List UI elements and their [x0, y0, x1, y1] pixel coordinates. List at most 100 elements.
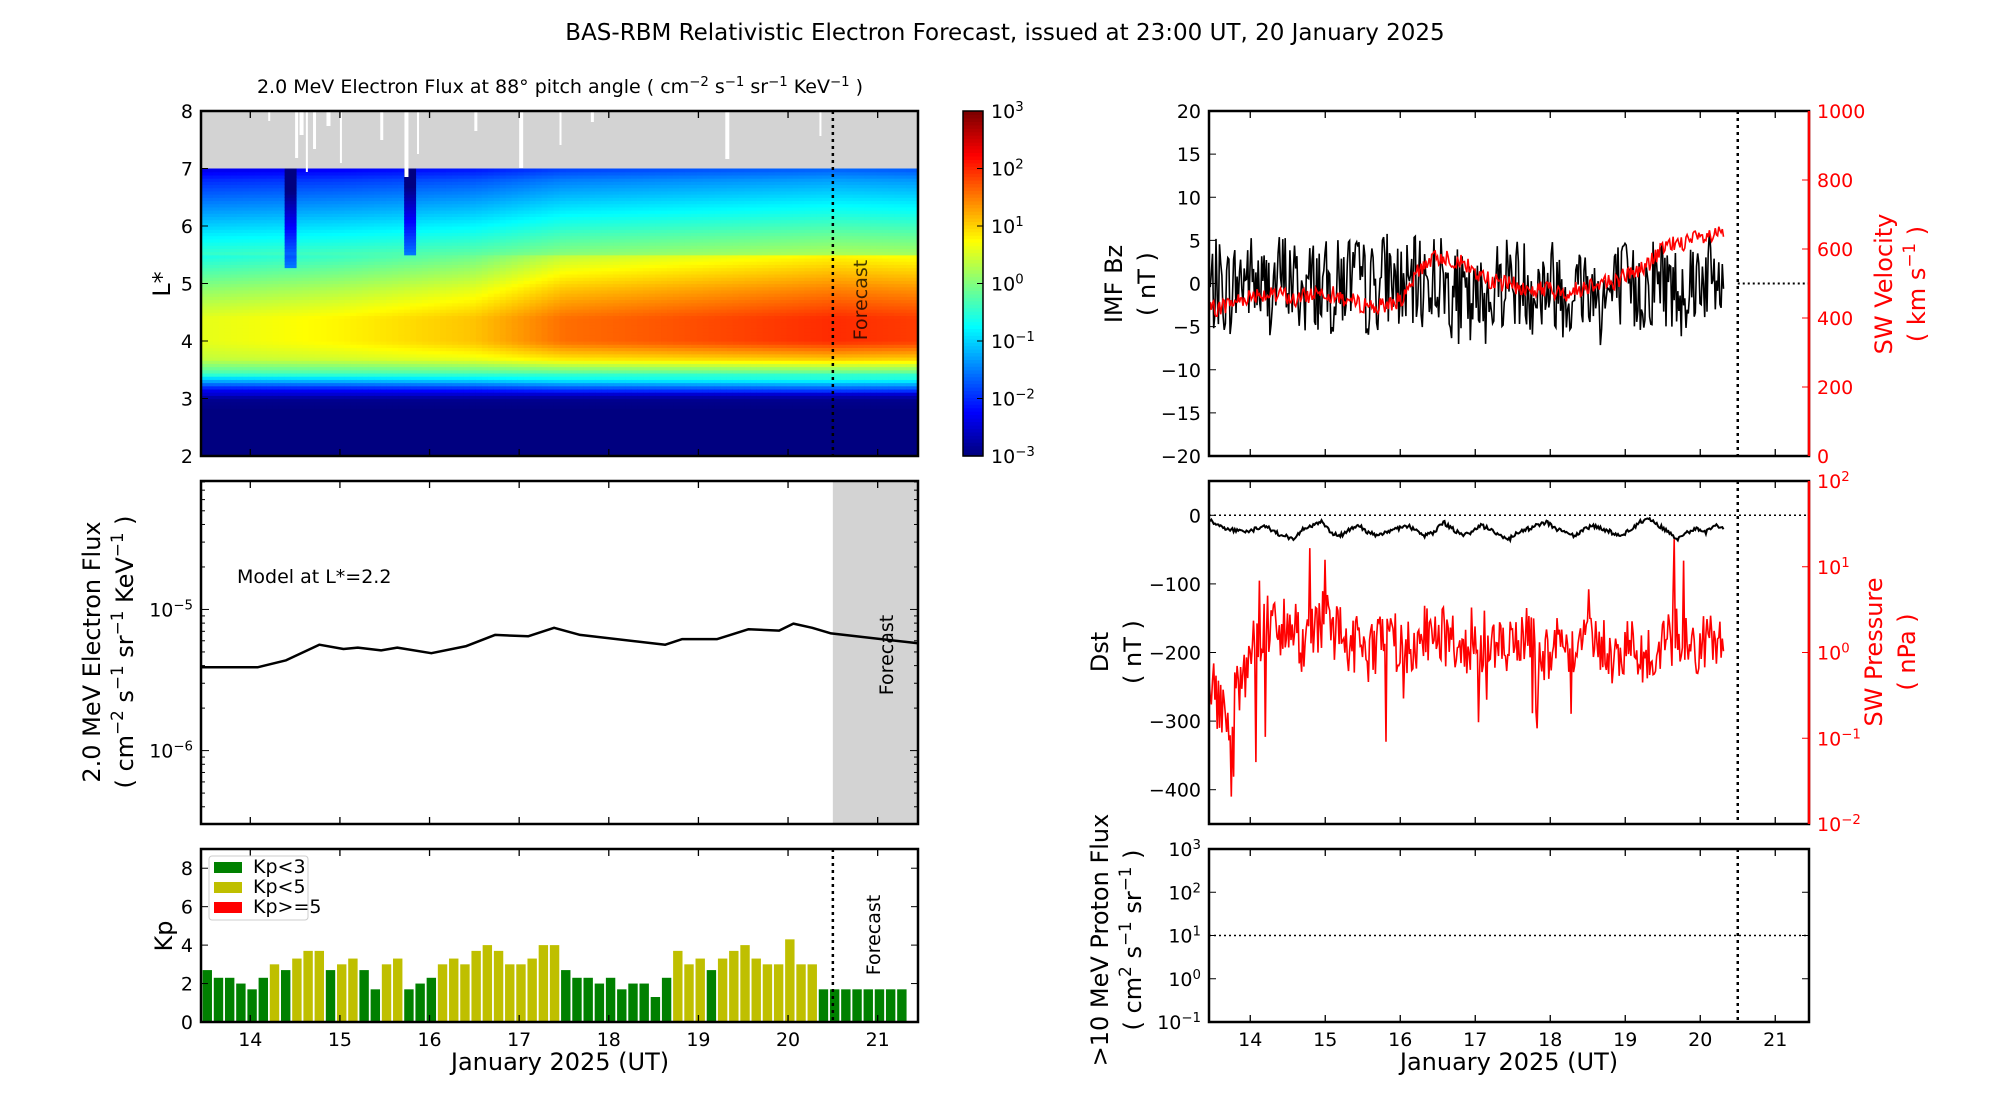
heatmap-cell: [242, 226, 250, 230]
heatmap-cell: [224, 261, 232, 265]
heatmap-cell: [392, 168, 399, 173]
heatmap-cell: [260, 337, 268, 342]
heatmap-cell: [230, 443, 238, 448]
heatmap-cell: [272, 197, 280, 202]
heatmap-cell: [440, 449, 447, 454]
heatmap-cell: [368, 293, 375, 297]
heatmap-cell: [362, 296, 369, 301]
heatmap-cell: [463, 178, 471, 182]
heatmap-cell: [374, 168, 381, 173]
heatmap-cell: [422, 270, 429, 275]
heatmap-cell: [434, 174, 441, 179]
heatmap-cell: [380, 344, 387, 348]
heatmap-cell: [469, 350, 477, 355]
heatmap-cell: [475, 197, 483, 202]
heatmap-cell: [374, 184, 381, 189]
heatmap-cell: [481, 341, 489, 345]
heatmap-cell: [326, 356, 334, 361]
heatmap-cell: [392, 430, 399, 435]
heatmap-cell: [362, 293, 369, 297]
heatmap-cell: [481, 187, 489, 192]
heatmap-cell: [445, 254, 453, 259]
heatmap-cell: [206, 382, 214, 387]
heatmap-cell: [302, 226, 310, 230]
heatmap-cell: [242, 353, 250, 358]
heatmap-cell: [529, 385, 537, 390]
heatmap-cell: [451, 299, 459, 304]
heatmap-cell: [392, 420, 399, 425]
heatmap-cell: [344, 430, 351, 435]
heatmap-cell: [368, 360, 375, 364]
heatmap-cell: [511, 452, 519, 457]
heatmap-cell: [410, 267, 417, 272]
heatmap-cell: [350, 197, 357, 202]
heatmap-cell: [248, 251, 256, 256]
heatmap-cell: [392, 251, 399, 256]
heatmap-cell: [218, 401, 226, 406]
heatmap-cell: [308, 360, 316, 364]
heatmap-cell: [451, 289, 459, 294]
heatmap-cell: [481, 312, 489, 317]
heatmap-cell: [398, 325, 405, 329]
heatmap-cell: [320, 309, 328, 313]
heatmap-cell: [457, 372, 465, 377]
heatmap-cell: [457, 203, 465, 208]
heatmap-cell: [266, 318, 274, 323]
heatmap-cell: [201, 388, 208, 393]
heatmap-cell: [201, 277, 208, 281]
heatmap-cell: [493, 293, 501, 297]
heatmap-cell: [469, 411, 477, 416]
heatmap-cell: [206, 395, 214, 400]
heatmap-cell: [463, 264, 471, 269]
heatmap-cell: [368, 427, 375, 432]
heatmap-cell: [404, 222, 411, 227]
heatmap-cell: [201, 411, 208, 416]
heatmap-cell: [374, 261, 381, 265]
heatmap-cell: [302, 398, 310, 403]
heatmap-cell: [266, 433, 274, 438]
heatmap-cell: [332, 392, 340, 396]
heatmap-cell: [356, 424, 363, 428]
heatmap-cell: [368, 210, 375, 214]
heatmap-cell: [434, 360, 441, 364]
heatmap-cell: [517, 360, 525, 364]
heatmap-cell: [428, 388, 435, 393]
heatmap-cell: [326, 213, 334, 218]
heatmap-cell: [248, 226, 256, 230]
heatmap-cell: [434, 440, 441, 444]
heatmap-cell: [284, 446, 292, 451]
heatmap-cell: [481, 449, 489, 454]
heatmap-cell: [493, 366, 501, 371]
heatmap-cell: [362, 200, 369, 205]
heatmap-cell: [326, 325, 334, 329]
heatmap-cell: [248, 360, 256, 364]
heatmap-cell: [266, 210, 274, 214]
heatmap-cell: [266, 401, 274, 406]
heatmap-cell: [529, 420, 537, 425]
heatmap-cell: [434, 385, 441, 390]
heatmap-cell: [475, 168, 483, 173]
heatmap-cell: [386, 181, 393, 186]
heatmap-cell: [392, 366, 399, 371]
heatmap-cell: [201, 347, 208, 352]
heatmap-cell: [218, 257, 226, 262]
heatmap-cell: [260, 414, 268, 419]
heatmap-cell: [272, 309, 280, 313]
heatmap-cell: [457, 379, 465, 384]
heatmap-cell: [517, 293, 525, 297]
heatmap-cell: [218, 305, 226, 310]
heatmap-cell: [517, 353, 525, 358]
heatmap-cell: [260, 385, 268, 390]
heatmap-cell: [302, 293, 310, 297]
heatmap-cell: [505, 190, 513, 195]
heatmap-cell: [380, 408, 387, 412]
heatmap-cell: [236, 235, 244, 240]
heatmap-cell: [248, 347, 256, 352]
heatmap-cell: [374, 356, 381, 361]
heatmap-cell: [272, 267, 280, 272]
heatmap-cell: [236, 440, 244, 444]
heatmap-cell: [463, 411, 471, 416]
heatmap-cell: [224, 190, 232, 195]
heatmap-cell: [284, 337, 292, 342]
heatmap-cell: [314, 379, 322, 384]
